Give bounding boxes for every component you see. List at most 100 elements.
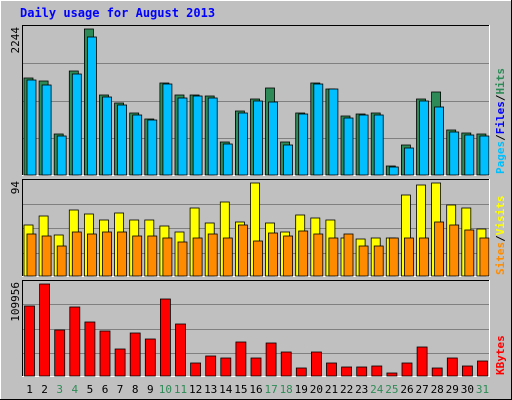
x-tick-label: 5	[87, 383, 94, 396]
bar-sites-day-18	[283, 235, 294, 277]
x-tick-label: 30	[461, 383, 474, 396]
x-tick-label: 3	[56, 383, 63, 396]
bar-sites-day-17	[268, 232, 278, 277]
bar-sites-day-9	[147, 235, 158, 277]
x-tick-label: 17	[264, 383, 277, 396]
bar-kbytes-day-4	[69, 306, 81, 377]
bar-files-day-21	[328, 88, 339, 176]
x-tick-label: 29	[446, 383, 459, 396]
bar-sites-day-11	[177, 241, 188, 277]
bar-sites-day-8	[132, 235, 143, 277]
panel-kbytes: 109956 KBytes	[9, 280, 507, 377]
legend-entry-sites: Sites	[494, 242, 507, 275]
x-tick-label: 15	[234, 383, 247, 396]
x-tick-label: 16	[249, 383, 262, 396]
x-tick-label: 22	[340, 383, 353, 396]
x-tick-label: 19	[295, 383, 308, 396]
x-tick-label: 31	[476, 383, 489, 396]
series-files	[26, 36, 490, 176]
bar-files-day-27	[419, 100, 429, 176]
series-kbytes	[24, 283, 488, 377]
bar-sites-day-6	[102, 231, 112, 277]
x-tick-label: 14	[219, 383, 233, 396]
axis-max-label: 109956	[9, 282, 22, 322]
bar-kbytes-day-19	[295, 367, 307, 377]
bar-sites-day-2	[41, 235, 52, 277]
bar-files-day-4	[71, 73, 82, 176]
bar-kbytes-day-23	[356, 366, 368, 377]
bar-kbytes-day-6	[99, 330, 111, 377]
legend: Pages/Files/Hits	[494, 68, 507, 174]
bar-sites-day-23	[358, 245, 369, 277]
bar-kbytes-day-5	[84, 321, 96, 377]
bar-sites-day-19	[298, 230, 309, 277]
x-tick-label: 28	[431, 383, 444, 396]
chart-panels: 2244Pages/Files/Hits94Sites/Visits109956…	[9, 25, 507, 377]
x-tick-label: 18	[280, 383, 293, 396]
bar-files-day-23	[358, 114, 369, 176]
bar-files-day-10	[162, 83, 173, 176]
bar-files-day-22	[343, 117, 354, 176]
x-tick-label: 13	[204, 383, 217, 396]
bar-sites-day-26	[403, 237, 414, 277]
bar-files-day-16	[253, 100, 263, 176]
x-tick-label: 7	[117, 383, 124, 396]
bar-files-day-1	[26, 79, 37, 176]
x-tick-label: 6	[102, 383, 109, 396]
bar-kbytes-day-20	[310, 351, 322, 377]
bar-files-day-29	[449, 131, 460, 176]
bar-kbytes-day-18	[280, 351, 292, 377]
axis-max-label: 2244	[9, 27, 22, 54]
legend-entry-visits: Visits	[494, 196, 507, 236]
x-tick-label: 4	[71, 383, 78, 396]
x-tick-label: 10	[159, 383, 172, 396]
bar-sites-day-3	[56, 245, 67, 277]
legend-entry-files: Files	[494, 101, 507, 134]
bar-kbytes-day-30	[461, 365, 473, 377]
legend: KBytes	[494, 335, 507, 375]
bar-kbytes-day-29	[446, 357, 458, 377]
bar-files-day-15	[237, 112, 248, 176]
bar-files-day-7	[117, 104, 127, 176]
chart-title: Daily usage for August 2013	[20, 6, 215, 20]
bar-kbytes-day-2	[39, 283, 50, 377]
x-tick-label: 2	[41, 383, 48, 396]
bar-files-day-14	[222, 143, 233, 176]
x-tick-label: 9	[147, 383, 154, 396]
bar-sites-day-7	[117, 231, 127, 277]
bar-sites-day-1	[26, 233, 37, 277]
bar-files-day-26	[403, 147, 414, 176]
bar-kbytes-day-8	[129, 332, 141, 377]
bar-kbytes-day-22	[341, 366, 353, 377]
bar-files-day-12	[192, 95, 203, 176]
x-tick-label: 20	[310, 383, 323, 396]
x-tick-label: 26	[400, 383, 413, 396]
bar-kbytes-day-9	[144, 338, 156, 377]
bar-kbytes-day-10	[159, 298, 171, 377]
bar-kbytes-day-12	[190, 362, 202, 377]
bar-kbytes-day-14	[220, 357, 232, 377]
bar-kbytes-day-11	[175, 323, 186, 377]
legend-separator: /	[494, 134, 507, 141]
bar-sites-day-10	[162, 237, 173, 277]
x-tick-label: 21	[325, 383, 338, 396]
x-tick-label: 24	[370, 383, 384, 396]
legend-entry-hits: Hits	[494, 68, 507, 95]
bar-files-day-31	[479, 135, 490, 176]
bar-kbytes-day-7	[114, 348, 126, 377]
bar-kbytes-day-25	[386, 372, 398, 377]
bar-kbytes-day-16	[250, 357, 262, 377]
bar-sites-day-4	[71, 231, 82, 277]
bar-files-day-24	[373, 114, 384, 176]
bar-files-day-6	[102, 96, 112, 176]
bar-kbytes-day-15	[235, 341, 247, 377]
bar-files-day-18	[283, 144, 294, 176]
series-sites	[26, 221, 490, 277]
legend: Sites/Visits	[494, 196, 507, 276]
x-tick-label: 12	[189, 383, 202, 396]
bar-kbytes-day-27	[416, 346, 428, 377]
x-tick-label: 1	[26, 383, 33, 396]
panel-sites-visits: 94 Sites/Visits	[9, 179, 507, 277]
